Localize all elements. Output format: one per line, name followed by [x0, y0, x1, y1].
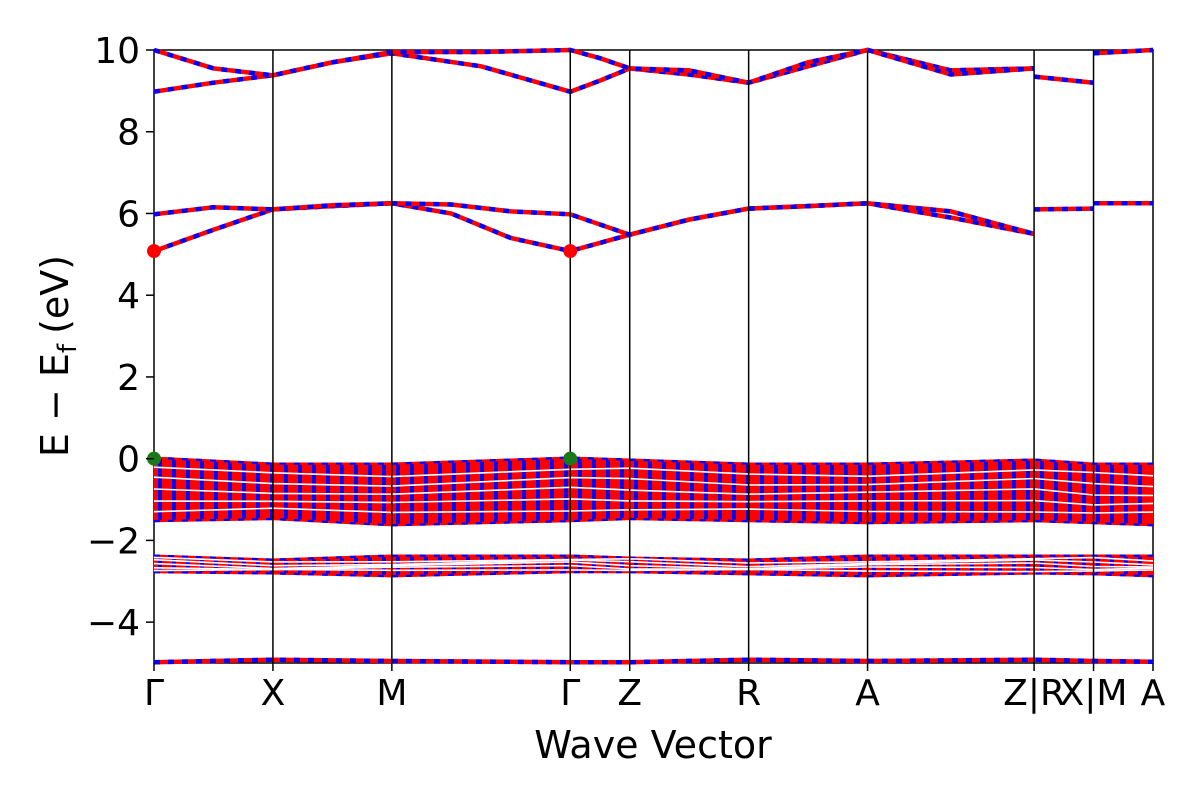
band-line	[1033, 74, 1094, 85]
y-axis-title: E − Ef (eV)	[33, 255, 83, 457]
band-line-dash	[153, 657, 1154, 665]
band-manifold-gap	[153, 564, 1154, 571]
y-axis-title-unit: (eV)	[33, 255, 77, 334]
band-manifold-gap	[153, 466, 1154, 478]
y-tick-label: 6	[117, 194, 140, 235]
vbm-marker	[563, 451, 578, 466]
x-tick-label: Z|R	[1003, 673, 1065, 714]
y-tick-label: 10	[94, 31, 140, 72]
band-line-dash	[1033, 74, 1094, 85]
x-tick-label: X|M	[1060, 673, 1128, 714]
x-tick-label: Z	[617, 673, 642, 714]
band-manifold-gap	[153, 476, 1154, 488]
band-manifold-gap	[153, 486, 1154, 497]
band-manifold-gap	[153, 558, 1154, 568]
band-line	[1093, 47, 1154, 56]
svg-text:E − Ef(eV): E − Ef (eV)	[33, 255, 83, 457]
x-axis-title: Wave Vector	[534, 723, 772, 767]
x-tick-label: A	[1141, 673, 1166, 714]
band-line-dash	[153, 456, 1153, 468]
band-manifold-gap	[153, 507, 1154, 514]
k-path-lines	[272, 50, 1095, 663]
x-tick-label: Γ	[144, 673, 164, 714]
x-tick-label: M	[376, 673, 407, 714]
band-layer	[153, 47, 1154, 665]
x-tick-label: R	[736, 673, 761, 714]
x-axis-ticks: Γ X M Γ Z R A Z|RX|M A	[144, 663, 1166, 714]
band-line-primary	[153, 657, 1154, 665]
y-tick-label: 4	[117, 276, 140, 317]
band-line	[153, 657, 1154, 665]
band-manifold-gap	[153, 561, 1154, 570]
x-tick-label: A	[855, 673, 880, 714]
band-line-dash	[1093, 47, 1154, 56]
y-tick-label: 8	[117, 113, 140, 154]
x-tick-label: Γ	[560, 673, 580, 714]
x-tick-label: X	[261, 673, 286, 714]
band-line	[153, 47, 1035, 86]
y-axis-title-subscript: f	[53, 343, 83, 353]
y-axis-ticks: −4 −2 0 2 4 6 8 10	[87, 31, 154, 644]
band-line	[1034, 206, 1094, 212]
band-line-primary	[153, 201, 1035, 238]
y-axis-title-main: E − E	[33, 353, 77, 457]
cbm-marker	[563, 244, 578, 259]
band-line-dash	[153, 47, 1035, 86]
cbm-marker	[147, 244, 161, 259]
y-tick-label: −4	[87, 603, 140, 644]
y-tick-label: 2	[117, 358, 140, 399]
band-line-dash	[1034, 206, 1094, 212]
y-tick-label: −2	[87, 521, 140, 562]
band-line	[153, 201, 1035, 238]
band-manifold-gap	[153, 568, 1154, 573]
band-line-primary	[153, 47, 1035, 86]
band-manifold-gap	[153, 498, 1154, 506]
extremum-markers	[147, 244, 578, 466]
y-tick-label: 0	[117, 440, 140, 481]
band-line-dash	[153, 201, 1035, 238]
band-manifold-gap	[153, 556, 1154, 564]
